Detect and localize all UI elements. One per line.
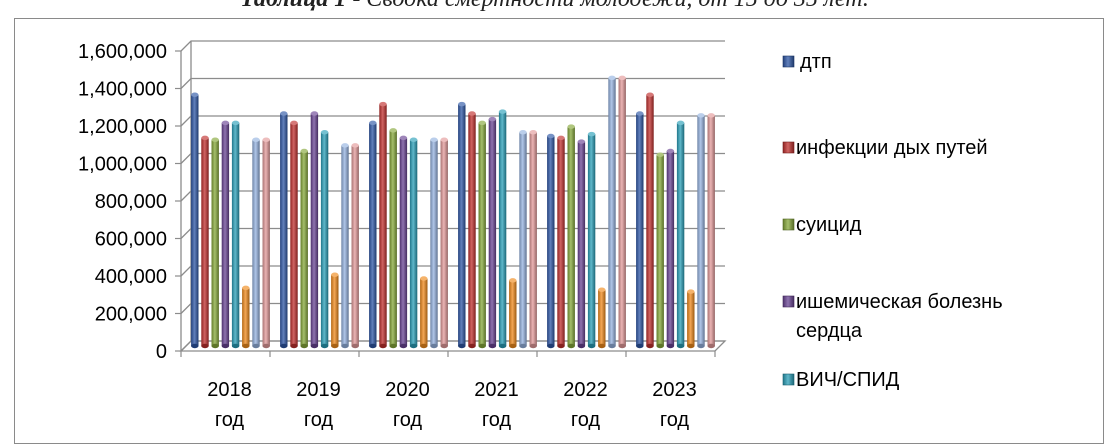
bar — [557, 135, 565, 349]
bar — [509, 278, 517, 349]
bar — [598, 287, 606, 349]
bar — [687, 289, 695, 349]
bar — [440, 137, 448, 349]
bar — [608, 75, 616, 349]
bar-chart: 0 200,000 400,000 600,000 800,000 1,000,000 1,… — [78, 40, 1003, 431]
bar — [577, 139, 586, 349]
legend-swatch — [782, 295, 795, 308]
bar — [488, 116, 497, 349]
bar — [587, 131, 596, 349]
bar — [379, 101, 387, 349]
legend-label: дтп — [800, 51, 832, 73]
bar — [320, 130, 329, 349]
bar — [498, 109, 507, 349]
bar — [458, 101, 466, 349]
bar — [707, 113, 715, 349]
legend-swatch — [782, 218, 795, 231]
bar — [409, 137, 418, 349]
y-tick-label: 600,000 — [95, 229, 167, 251]
bar — [331, 272, 339, 349]
bar — [290, 120, 298, 349]
bar — [430, 137, 438, 349]
bar — [519, 130, 527, 349]
legend-swatch — [782, 141, 795, 154]
x-tick-label: 2023 год — [652, 379, 697, 431]
axes — [175, 41, 727, 357]
y-tick-label: 1,600,000 — [78, 41, 167, 63]
y-tick-label: 1,200,000 — [78, 116, 167, 138]
bar — [341, 143, 349, 349]
chart-caption: Таблица 1 - Сводка смертности молодежи, … — [0, 0, 1109, 13]
bar — [262, 137, 270, 349]
bar — [676, 120, 685, 349]
bar — [191, 92, 199, 349]
x-tick-label: 2022 год — [563, 379, 608, 431]
y-tick-label: 800,000 — [95, 191, 167, 213]
bar — [300, 148, 308, 349]
legend-swatch — [782, 373, 795, 386]
legend-label: ВИЧ/СПИД — [796, 369, 900, 391]
bar — [201, 135, 209, 349]
bar — [231, 120, 240, 349]
y-tick-label: 400,000 — [95, 266, 167, 288]
legend-label: инфекции дых путей — [796, 137, 988, 159]
bar — [252, 137, 260, 349]
x-tick-label: 2020 год — [385, 379, 430, 431]
bar — [468, 111, 476, 349]
bar — [221, 120, 230, 349]
y-tick-label: 200,000 — [95, 304, 167, 326]
legend-item: ВИЧ/СПИД — [782, 369, 900, 391]
bar — [420, 276, 428, 349]
bar — [666, 148, 675, 349]
bars — [191, 75, 715, 349]
bar — [280, 111, 288, 349]
bar — [697, 113, 705, 349]
legend-item: инфекции дых путей — [782, 137, 988, 159]
bar — [399, 135, 408, 349]
bar — [351, 143, 359, 349]
bar — [310, 111, 319, 349]
gridline — [180, 40, 725, 52]
bar — [211, 137, 219, 349]
bar — [529, 130, 537, 349]
y-axis-ticks: 0 200,000 400,000 600,000 800,000 1,000,000 1,… — [78, 41, 167, 363]
x-tick-label: 2018 год — [207, 379, 252, 431]
legend-item: дтп — [782, 51, 832, 73]
bar — [618, 75, 626, 349]
x-tick-label: 2021 год — [474, 379, 519, 431]
legend-label: суицид — [796, 214, 862, 236]
x-tick-label: 2019 год — [296, 379, 341, 431]
legend-label: ишемическая болезнь сердца — [796, 291, 1003, 342]
bar — [478, 120, 486, 349]
bar — [656, 152, 664, 349]
legend-item: ишемическая болезнь сердца — [782, 291, 1003, 342]
chart-frame: 0 200,000 400,000 600,000 800,000 1,000,000 1,… — [14, 18, 1104, 444]
bar — [369, 120, 377, 349]
legend-item: суицид — [782, 214, 862, 236]
bar — [646, 92, 654, 349]
x-axis-ticks: 2018 год 2019 год 2020 год 2021 год 2022 год 2023 г… — [207, 379, 697, 431]
caption-bold: Таблица 1 — [240, 0, 346, 12]
caption-rest: - Сводка смертности молодежи, от 15 до 3… — [346, 0, 869, 12]
gridline — [180, 77, 725, 89]
y-tick-label: 1,000,000 — [78, 154, 167, 176]
bar — [389, 128, 397, 349]
y-tick-label: 1,400,000 — [78, 79, 167, 101]
legend-swatch — [782, 55, 795, 68]
bar — [242, 285, 250, 349]
bar — [636, 111, 644, 349]
bar — [547, 133, 555, 349]
bar — [567, 124, 575, 349]
legend: дтп инфекции дых путей суицид ишемическая б… — [782, 51, 1003, 391]
y-tick-label: 0 — [156, 341, 167, 363]
